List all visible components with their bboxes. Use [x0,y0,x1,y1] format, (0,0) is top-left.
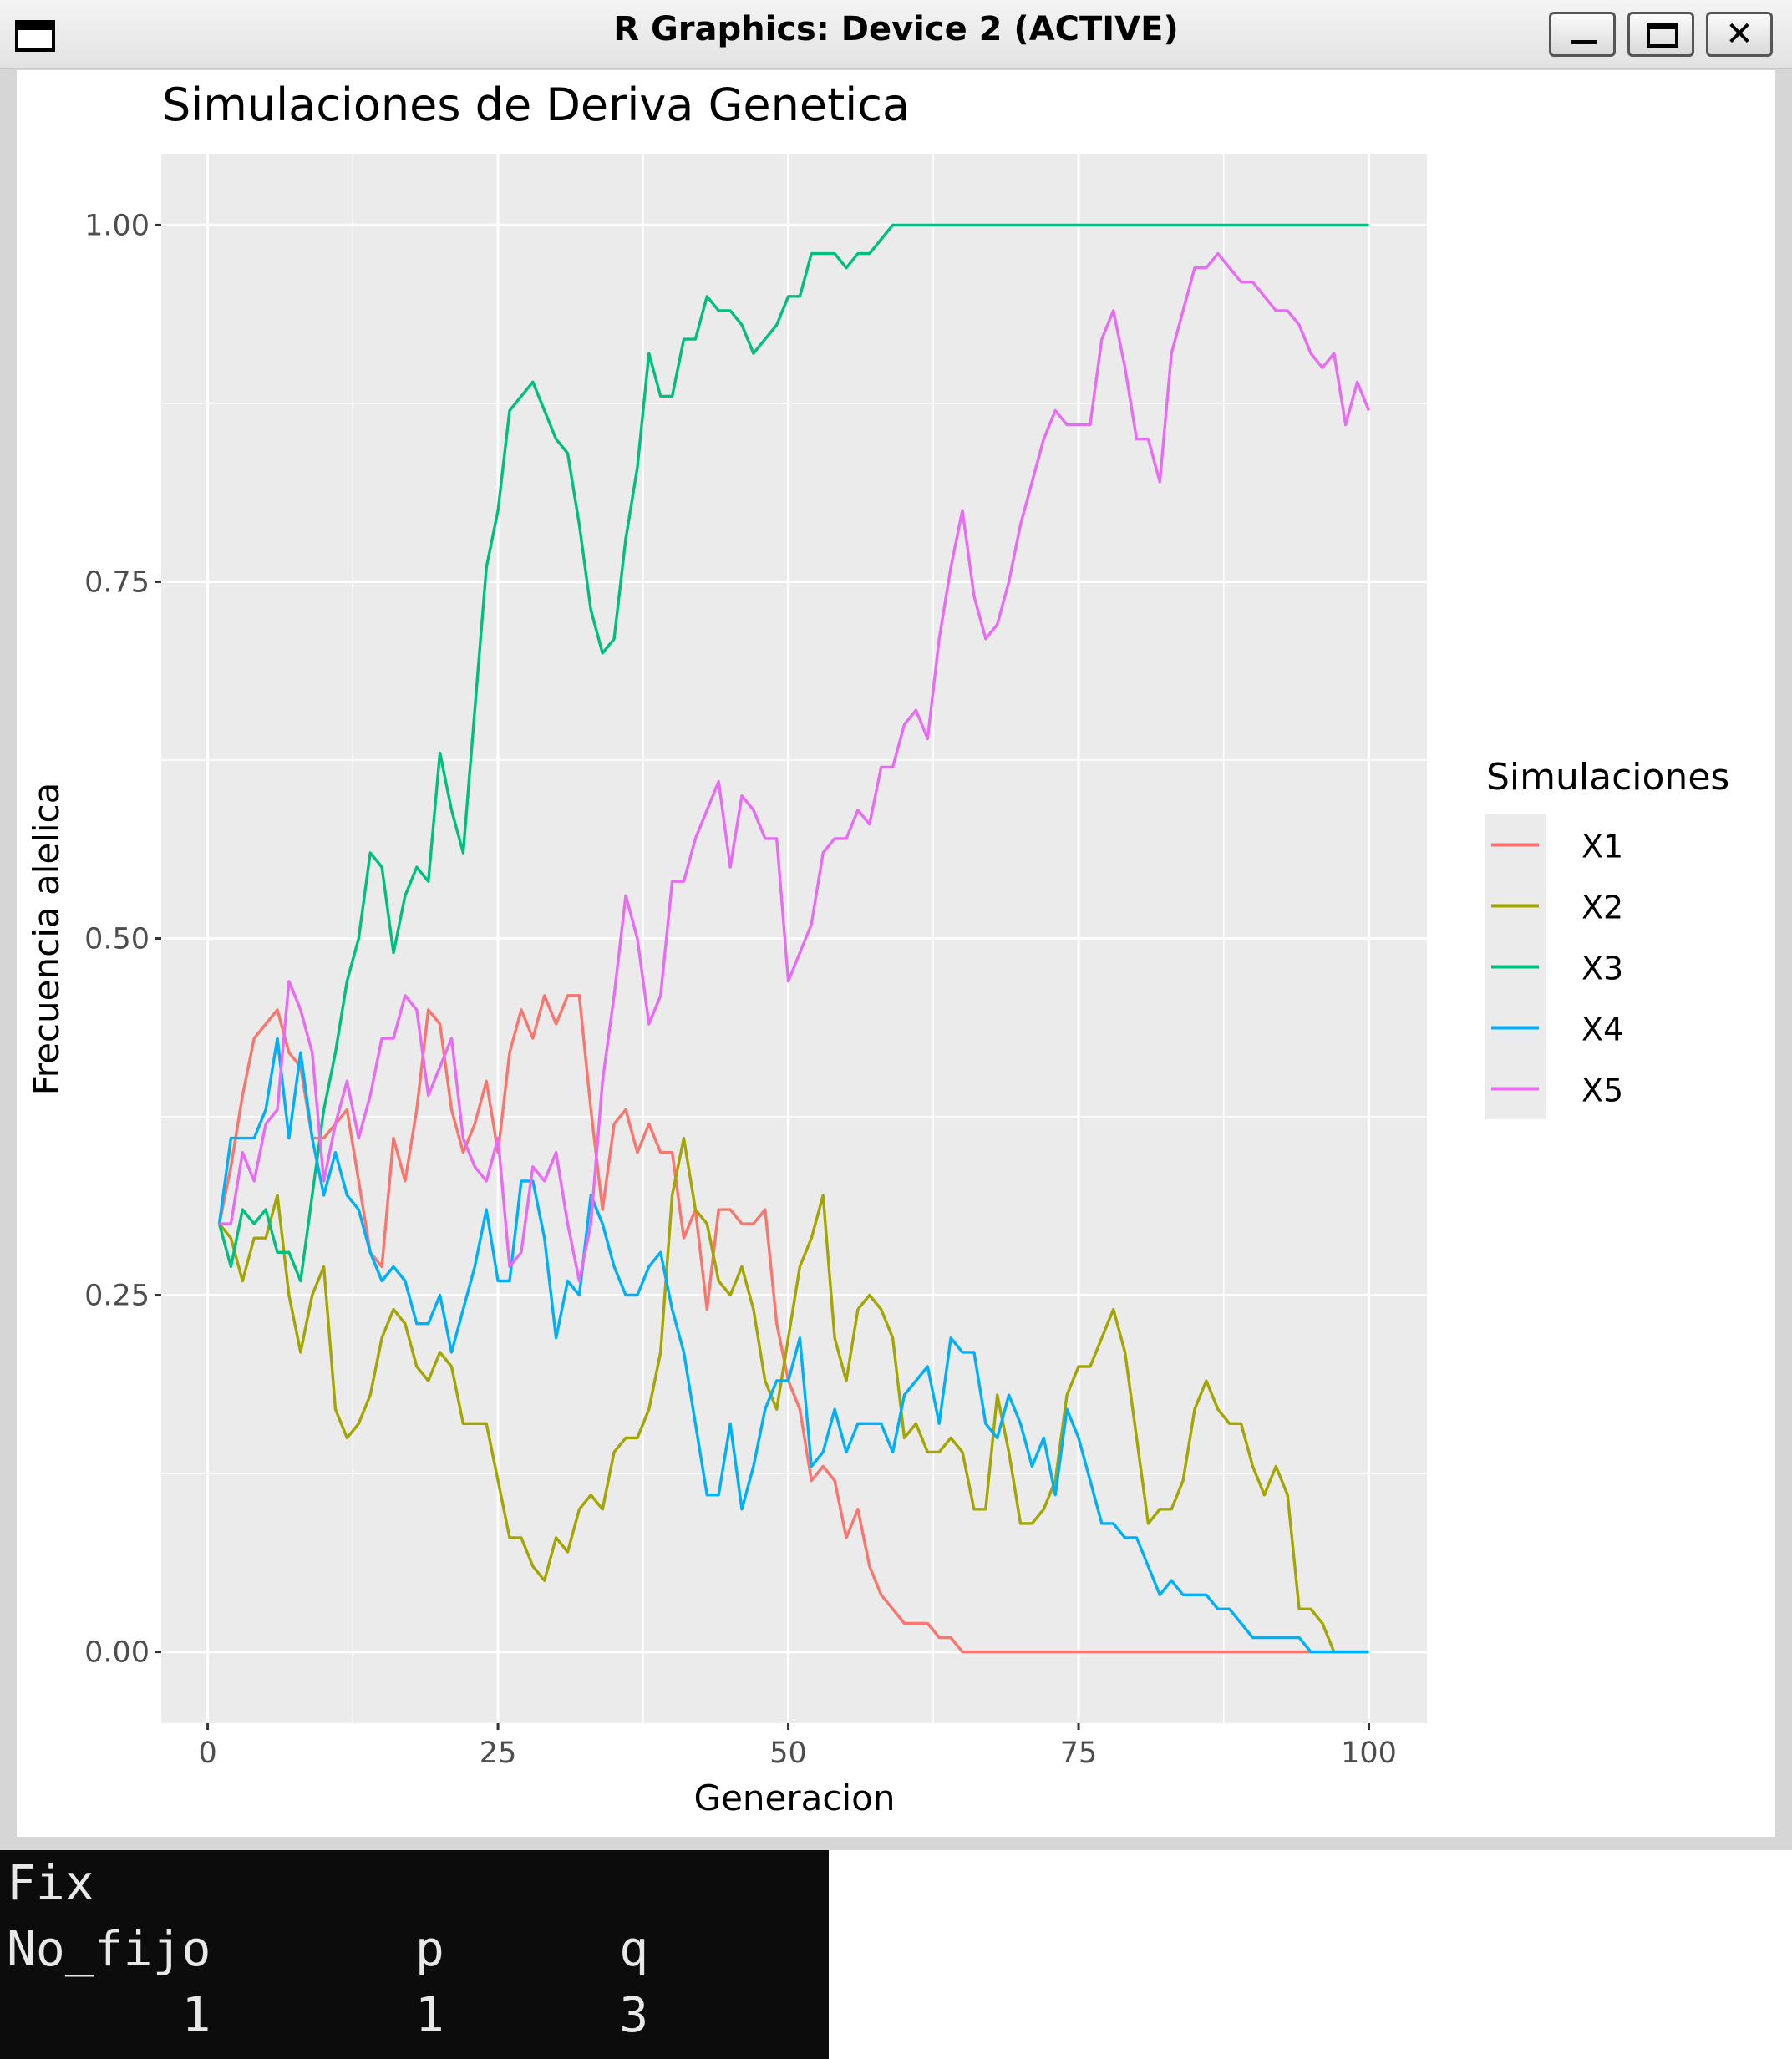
x-axis-label: Generacion [694,1778,896,1818]
r-graphics-window: R Graphics: Device 2 (ACTIVE) ✕ Simulaci… [0,0,1792,1850]
legend-label-x4: X4 [1581,1012,1623,1048]
legend-title: Simulaciones [1486,756,1729,799]
x-tick-label: 25 [480,1737,517,1770]
series-line-x1 [217,994,1369,1654]
legend: Simulaciones X1 X2 X3 X4 X5 [1485,756,1729,1119]
y-tick-label: 1.00 [84,209,150,242]
y-axis: 0.00 0.25 0.50 0.75 1.00 [84,209,161,1670]
legend-label-x3: X3 [1581,951,1623,987]
x-tick-label: 100 [1341,1737,1397,1770]
y-axis-label: Frecuencia alelica [26,783,67,1096]
legend-label-x5: X5 [1581,1073,1623,1109]
close-button[interactable]: ✕ [1706,12,1773,57]
x-tick-label: 50 [769,1737,807,1770]
series-line-x5 [219,251,1371,1283]
maximize-button[interactable] [1627,12,1694,57]
ggplot-chart: Simulaciones de Deriva Genetica 0 25 50 75 1… [26,79,1729,1818]
chart-title: Simulaciones de Deriva Genetica [162,79,910,131]
y-tick-label: 0.00 [84,1636,150,1670]
console-line: No_fijo p q [7,1920,649,1977]
minimize-button[interactable] [1549,12,1616,57]
x-tick-label: 75 [1060,1737,1098,1770]
title-bar[interactable]: R Graphics: Device 2 (ACTIVE) ✕ [0,0,1792,69]
plot-area: Simulaciones de Deriva Genetica 0 25 50 75 1… [17,70,1775,1837]
y-tick-label: 0.75 [84,565,150,599]
series-line-x4 [217,1037,1369,1654]
window-icon[interactable] [15,20,55,52]
series-lines [217,223,1371,1654]
series-line-x3 [217,223,1369,1283]
series-line-x2 [218,1136,1369,1654]
console-line: 1 1 3 [7,1986,649,2043]
close-icon: ✕ [1725,15,1754,53]
legend-label-x1: X1 [1581,829,1623,865]
window-title: R Graphics: Device 2 (ACTIVE) [613,10,1179,48]
y-tick-label: 0.50 [84,923,150,956]
x-tick-label: 0 [198,1737,216,1770]
r-console-output: Fix No_fijo p q 1 1 3 [0,1850,829,2059]
y-tick-label: 0.25 [84,1280,150,1313]
minimize-icon [1571,40,1597,44]
maximize-icon [1647,23,1678,48]
x-axis: 0 25 50 75 100 [198,1723,1397,1770]
legend-label-x2: X2 [1581,890,1623,926]
console-line: Fix [7,1854,94,1911]
